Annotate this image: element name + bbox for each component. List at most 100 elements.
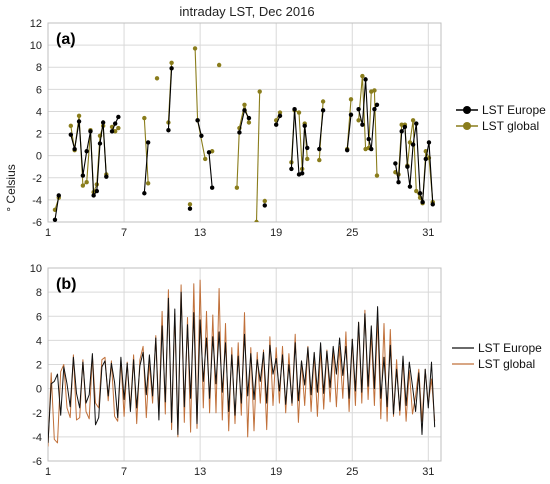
panel-a-series-global-point (372, 88, 377, 93)
panel-a-series-europe-point (97, 141, 103, 146)
panel-a-series-europe-point (292, 107, 297, 112)
panel-a-series-europe-point (262, 203, 267, 208)
panel-a: -6 -4 -2 0 2 4 6 8 10 12 1 7 13 19 25 31 (a) LST Europe LS… (30, 18, 546, 239)
panel-a-series-europe-point (430, 202, 435, 207)
panel-b-legend-label-europe: LST Europe (478, 341, 542, 355)
panel-a-series-global-point (320, 99, 326, 104)
panel-a-series-global-line (255, 91, 261, 222)
panel-a-series-europe-point (360, 122, 365, 127)
panel-a-legend-marker-global (463, 122, 471, 130)
chart-title: intraday LST, Dec 2016 (179, 4, 314, 19)
panel-a-series-europe-point (372, 107, 377, 112)
panel-a-series-europe-point (374, 102, 380, 108)
panel-a-series-europe-point (68, 132, 74, 137)
panel-a-series-global-point (187, 202, 193, 207)
panel-b-y-tick-label: -6 (32, 456, 42, 468)
panel-b-y-tick-label: 4 (36, 335, 42, 347)
panel-a-series-europe-point (396, 180, 401, 185)
panel-a-series-europe-point (72, 146, 77, 152)
panel-b-y-tick-label: 0 (36, 384, 42, 396)
panel-a-series-global-point (68, 123, 74, 129)
panel-a-series-global-point (374, 173, 380, 178)
panel-a-x-tick-label: 1 (45, 227, 51, 239)
panel-a-series-global-point (360, 73, 365, 79)
panel-a-series-europe-point (363, 77, 368, 82)
panel-a-series-europe-point (426, 140, 432, 145)
panel-a-series-europe-point (142, 191, 147, 196)
panel-a-series-europe-point (80, 173, 86, 178)
panel-a-series-europe-point (209, 185, 215, 190)
panel-a-series-global-point (154, 76, 160, 81)
panel-a-y-tick-label: -6 (32, 217, 42, 229)
panel-a-y-tick-label: 12 (30, 18, 42, 30)
panel-a-series-europe-point (52, 217, 58, 222)
panel-a-series-global-point (84, 180, 89, 185)
y-axis-label: ° Celsius (4, 164, 18, 211)
panel-a-series-europe-line (167, 68, 173, 131)
panel-b-label: (b) (56, 276, 76, 293)
panel-a-series-europe-point (277, 113, 283, 119)
panel-a-series-global-point (116, 125, 121, 131)
panel-a-series-global-point (414, 188, 419, 194)
panel-a-series-europe-point (289, 166, 294, 172)
panel-a-series-europe-point (104, 174, 109, 179)
panel-b-y-tick-label: 6 (36, 311, 42, 323)
panel-b: -6 -4 -2 0 2 4 6 8 10 1 7 13 19 25 31 (b) LST Europe LST … (30, 263, 542, 478)
panel-a-series-europe-point (420, 199, 425, 205)
panel-a-series-europe-point (94, 188, 100, 194)
panel-a-x-tick-label: 31 (422, 227, 434, 239)
panel-a-series-europe-point (237, 130, 242, 135)
panel-b-y-tick-label: -4 (32, 432, 42, 444)
panel-b-x-tick-label: 31 (422, 466, 434, 478)
panel-a-series-europe-line (318, 110, 324, 150)
panel-a-series-europe-point (317, 146, 322, 152)
panel-a-series-global-point (277, 110, 283, 115)
panel-a-series-global-point (356, 118, 361, 123)
panel-a-series-europe-line (208, 152, 213, 188)
panel-a-series-global-point (145, 181, 151, 186)
panel-a-legend-label-europe: LST Europe (482, 103, 546, 117)
panel-a-x-tick-label: 7 (121, 227, 127, 239)
panel-a-y-tick-label: -2 (32, 173, 42, 185)
panel-a-series-global-point (216, 62, 222, 68)
panel-a-series-europe-point (356, 107, 361, 112)
panel-a-series-global-line (143, 118, 149, 184)
panel-b-y-tick-label: 2 (36, 360, 42, 372)
panel-a-legend-marker-europe (463, 106, 471, 114)
panel-a-series-global-point (254, 219, 259, 222)
panel-a-series-global-point (296, 110, 302, 115)
panel-a-series-europe-point (302, 123, 307, 129)
panel-a-series-europe-point (344, 147, 350, 153)
panel-a-series-europe-point (405, 164, 410, 169)
panel-b-series-global-line (48, 279, 436, 447)
panel-a-series-global-point (234, 185, 240, 190)
panel-a-series-europe-point (410, 142, 416, 147)
panel-a-series-europe-line (197, 120, 202, 136)
panel-a-x-tick-label: 25 (346, 227, 358, 239)
panel-a-series-global-point (257, 89, 262, 94)
panel-a-series-europe-point (100, 120, 106, 125)
panel-b-y-tick-label: -2 (32, 408, 42, 420)
panel-a-series-europe-point (417, 191, 423, 196)
panel-a-series-europe-point (242, 108, 247, 113)
panel-b-x-tick-label: 1 (45, 466, 51, 478)
panel-a-series-europe-point (56, 193, 61, 198)
panel-a-series-global-point (317, 157, 322, 163)
panel-a-y-tick-label: -4 (32, 195, 42, 207)
panel-a-series-europe-point (145, 140, 151, 145)
panel-a-series-global-point (192, 46, 198, 51)
panel-b-x-tick-label: 25 (346, 466, 358, 478)
panel-a-series-europe-point (88, 129, 93, 134)
panel-a-series-europe-point (187, 206, 193, 211)
panel-a-series-global-point (305, 156, 310, 162)
panel-a-series-europe-point (273, 122, 279, 127)
panel-a-series-europe-point (76, 119, 82, 124)
panel-a-series-europe-point (116, 114, 121, 120)
panel-a-series-global-point (348, 97, 354, 102)
panel-a-series-europe-point (393, 161, 398, 166)
panel-a-series-europe-point (91, 193, 96, 198)
panel-a-series-global-point (399, 122, 404, 127)
panel-a-series-global-point (142, 115, 147, 121)
panel-b-frame (47, 267, 442, 462)
